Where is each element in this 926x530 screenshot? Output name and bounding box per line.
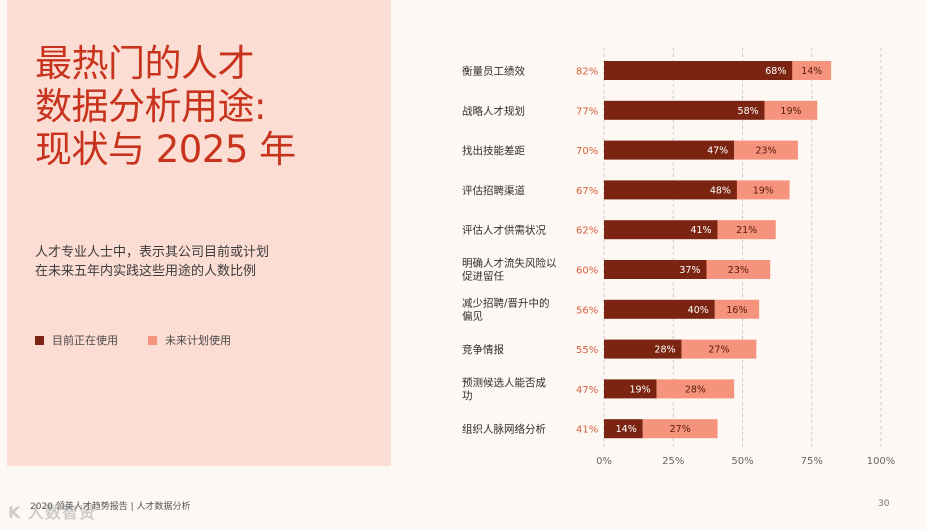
data-label-future: 19% [780, 106, 801, 117]
data-label-current: 19% [630, 384, 651, 395]
left-panel [7, 0, 391, 466]
subtitle-line: 人才专业人士中，表示其公司目前或计划 [35, 245, 270, 260]
bar-future [734, 140, 798, 160]
category-label: 找出技能差距 [462, 144, 525, 157]
bar-current [604, 220, 718, 240]
total-label: 77% [576, 106, 598, 117]
subtitle-line: 在未来五年内实践这些用途的人数比例 [35, 264, 257, 279]
category-label: 明确人才流失风险以 [462, 257, 557, 270]
x-tick-label: 0% [596, 456, 612, 467]
legend-swatch-current [35, 335, 44, 345]
data-label-current: 47% [707, 146, 728, 157]
data-label-current: 40% [688, 305, 709, 316]
category-label: 评估招聘渠道 [462, 184, 525, 197]
footer-text: 2020 领英人才趋势报告 | 人才数据分析 [30, 502, 191, 512]
title-line: 数据分析用途: [35, 85, 266, 128]
data-label-current: 58% [738, 106, 759, 117]
bar-future [736, 180, 790, 200]
total-label: 55% [576, 345, 598, 356]
total-label: 41% [576, 425, 598, 436]
bar-future [717, 220, 776, 240]
bar-current [604, 419, 643, 439]
bar-future [642, 419, 718, 439]
data-label-future: 16% [726, 305, 747, 316]
bar-future [656, 379, 735, 399]
category-label: 衡量员工绩效 [462, 65, 525, 78]
bar-current [604, 260, 707, 279]
data-label-current: 37% [679, 265, 700, 276]
page-number: 30 [878, 499, 890, 509]
category-label: 减少招聘/晋升中的 [462, 296, 550, 309]
data-label-future: 27% [670, 424, 691, 435]
data-label-future: 27% [708, 345, 729, 356]
title-line: 最热门的人才 [35, 42, 255, 85]
x-tick-label: 75% [801, 456, 823, 467]
page-subtitle: 人才专业人士中，表示其公司目前或计划 在未来五年内实践这些用途的人数比例 [35, 243, 355, 281]
bar-current [604, 379, 657, 399]
bar-future [714, 299, 760, 319]
legend-label-future: 未来计划使用 [165, 334, 231, 347]
chart-legend: 目前正在使用 未来计划使用 [35, 332, 261, 348]
legend-item-current: 目前正在使用 [35, 332, 118, 348]
data-label-future: 19% [753, 185, 774, 196]
category-label: 竞争情报 [462, 343, 504, 356]
category-label: 功 [462, 390, 473, 402]
category-label: 预测候选人能否成 [462, 376, 546, 389]
data-label-future: 23% [728, 265, 749, 276]
data-label-current: 28% [654, 345, 675, 356]
bar-current [604, 339, 682, 359]
total-label: 60% [576, 266, 598, 277]
total-label: 47% [576, 385, 598, 396]
category-label: 偏见 [462, 309, 483, 322]
total-label: 62% [576, 226, 598, 237]
watermark-logo: K 人数智贤 [8, 503, 96, 522]
title-line: 现状与 2025 年 [35, 128, 296, 171]
page-title: 最热门的人才 数据分析用途: 现状与 2025 年 [35, 42, 375, 171]
data-label-current: 68% [765, 66, 786, 77]
x-tick-label: 100% [867, 456, 896, 467]
data-label-future: 23% [755, 146, 776, 157]
legend-item-future: 未来计划使用 [148, 332, 231, 348]
x-tick-label: 50% [731, 456, 753, 467]
total-label: 56% [576, 305, 598, 316]
total-label: 67% [576, 186, 598, 197]
bar-current [604, 61, 793, 80]
category-label: 促进留任 [462, 270, 504, 283]
category-label: 评估人才供需状况 [462, 224, 546, 237]
bar-current [604, 180, 737, 200]
legend-label-current: 目前正在使用 [52, 334, 118, 347]
data-label-future: 14% [801, 66, 822, 77]
data-label-future: 28% [685, 384, 706, 395]
bar-current [604, 100, 765, 120]
category-label: 战略人才规划 [462, 104, 525, 117]
bar-future [706, 260, 771, 279]
total-label: 70% [576, 146, 598, 157]
data-label-current: 14% [616, 424, 637, 435]
x-tick-label: 25% [662, 456, 684, 467]
bar-current [604, 299, 715, 319]
data-label-future: 21% [736, 225, 757, 236]
bar-future [764, 100, 818, 120]
data-label-current: 48% [710, 185, 731, 196]
bar-current [604, 140, 735, 160]
data-label-current: 41% [690, 225, 711, 236]
total-label: 82% [576, 67, 598, 78]
bar-future [681, 339, 757, 359]
legend-swatch-future [148, 335, 157, 345]
category-label: 组织人脉网络分析 [462, 423, 546, 436]
bar-future [792, 61, 832, 80]
